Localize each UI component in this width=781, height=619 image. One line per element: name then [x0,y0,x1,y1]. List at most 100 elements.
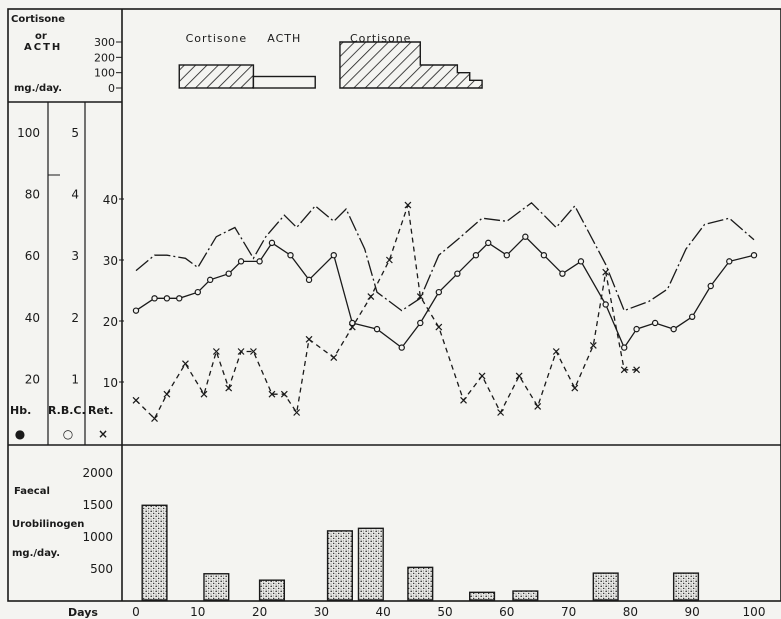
rbc-axis-label: R.B.C. [48,404,86,417]
treatment-label-cortisone-3: Cortisone [350,32,412,45]
ret-tick-label: 40 [103,193,118,207]
ret-point [305,335,313,343]
faecal-ytick-label: 1500 [82,498,113,512]
x-tick-label: 70 [561,605,576,619]
faecal-ylabel-line-3: mg./day. [12,548,60,559]
faecal-bar [141,504,168,601]
treatment-label-cortisone-1: Cortisone [186,32,248,45]
rbc-point [398,344,405,351]
ret-point [163,390,171,398]
rbc-point [330,251,337,259]
rbc-point [633,325,640,333]
faecal-axis-label: Faecal Urobilinogen mg./day. [12,486,84,559]
treatment-ytick-label: 200 [94,51,115,64]
faecal-bar [512,590,539,601]
ret-legend-symbol: × [98,427,108,441]
x-tick-label: 50 [437,605,452,619]
rbc-point [373,325,381,333]
faecal-bar [672,572,700,601]
rbc-tick-label: 4 [71,188,79,202]
ret-point [633,366,641,374]
ret-tick-label: 20 [103,315,118,329]
rbc-point [237,258,245,265]
faecal-bar [357,527,384,601]
rbc-point [485,239,492,247]
series-line-hb [135,201,755,312]
ret-point [589,341,597,349]
ret-point [293,409,301,416]
x-axis-label: Days [68,606,98,619]
ret-point [515,372,523,380]
rbc-point [256,258,263,265]
rbc-point [454,270,461,277]
hb-tick-label: 80 [25,188,40,202]
treatment-bar-acth-2 [252,75,316,89]
rbc-point [689,313,696,320]
treatment-ylabel-line-2: or [35,31,47,42]
ret-point [200,390,208,398]
faecal-ylabel-line-2: Urobilinogen [12,519,84,530]
treatment-ytick-label: 0 [108,82,115,95]
faecal-bars [141,504,700,601]
ret-point [385,256,393,264]
ret-tick-label: 10 [103,376,118,390]
rbc-point [621,344,628,351]
hb-tick-label: 20 [25,372,40,386]
faecal-bar [407,566,434,601]
rbc-point [726,258,733,265]
series-line-rbc [135,235,755,349]
rbc-point [132,307,140,314]
treatment-bar-cortisone-1 [178,64,255,89]
rbc-point [602,301,609,308]
treatment-ylabel-line-4: mg./day. [14,83,62,94]
ret-point [225,384,233,392]
hb-tick-label: 100 [17,126,40,140]
ret-point [602,268,610,276]
rbc-tick-label: 3 [71,249,79,263]
rbc-point [750,251,758,259]
rbc-point [651,319,659,327]
treatment-label-acth-2: ACTH [267,32,301,45]
x-axis: Days 0 10 20 30 40 50 60 70 80 90 100 [68,605,765,619]
ret-tick-label: 30 [103,254,118,268]
rbc-point [559,270,566,277]
rbc-point [268,239,276,247]
rbc-tick-label: 2 [71,311,79,325]
ret-point [460,396,467,404]
rbc-point [577,258,585,265]
faecal-bar [258,579,286,601]
ret-axis-label: Ret. [88,404,113,417]
rbc-point [163,295,171,302]
rbc-tick-label: 5 [71,126,79,140]
ret-point [268,390,276,398]
ret-point [249,348,257,355]
treatment-ylabel-line-1: Cortisone [11,14,65,25]
figure-frame [7,8,781,602]
hb-legend-symbol: ● [15,427,25,441]
blood-series [132,201,758,423]
ret-point [416,293,424,301]
rbc-point [176,295,183,302]
hb-axis-label: Hb. [10,404,31,417]
ret-point [237,348,245,355]
treatment-yticks: 300 200 100 0 [94,36,122,95]
rbc-point [707,282,714,290]
rbc-point [472,251,480,259]
rbc-point [417,319,424,327]
ret-point [151,415,158,423]
x-tick-label: 20 [252,605,267,619]
rbc-point [151,295,158,302]
x-tick-label: 100 [743,605,766,619]
rbc-point [540,251,548,259]
x-tick-label: 0 [132,605,140,619]
rbc-point [670,325,677,333]
faecal-ytick-label: 2000 [82,466,113,480]
ret-point [404,201,412,209]
faecal-ylabel-line-1: Faecal [14,486,50,497]
faecal-ytick-label: 1000 [82,530,113,544]
blood-axes: 20 40 60 80 100 Hb. ● 1 2 3 4 5 R.B.C. ○ 10 20 30 40 Ret. × [10,126,124,441]
hb-tick-label: 60 [25,249,40,263]
rbc-point [435,288,443,296]
faecal-bar [203,573,230,601]
hb-tick-label: 40 [25,311,40,325]
